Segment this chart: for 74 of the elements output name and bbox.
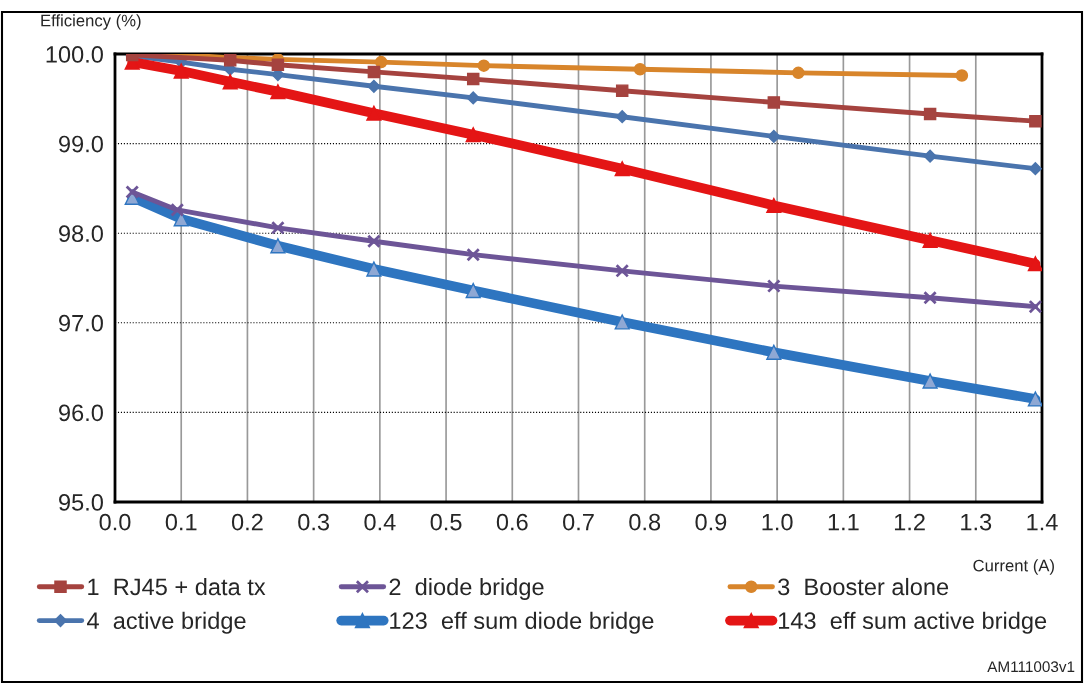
- point: [615, 110, 629, 124]
- point: [366, 261, 382, 277]
- x-tick-label: 0.7: [563, 513, 594, 531]
- x-tick-label: 1.0: [762, 513, 793, 531]
- y-tick-label: 95.0: [59, 494, 103, 511]
- x-tick-label: 0.2: [231, 513, 263, 531]
- point: [477, 59, 491, 72]
- x-tick-label: 0.4: [364, 513, 396, 531]
- point: [922, 373, 938, 389]
- point: [614, 314, 630, 330]
- point: [374, 55, 388, 69]
- legend-label: 123 eff sum diode bridge: [390, 611, 654, 634]
- point: [766, 197, 782, 214]
- point: [173, 63, 189, 79]
- point: [125, 185, 140, 199]
- point: [270, 220, 285, 235]
- point: [1028, 162, 1042, 176]
- legend-label: 1 RJ45 + data tx: [88, 577, 266, 596]
- point: [270, 238, 286, 254]
- point: [767, 96, 781, 109]
- point: [270, 83, 286, 100]
- x-tick-label: 1.1: [828, 513, 859, 531]
- point: [1027, 391, 1042, 407]
- y-axis-title: Efficiency (%): [41, 14, 141, 30]
- point: [465, 282, 481, 299]
- point: [766, 344, 782, 361]
- point: [615, 263, 630, 278]
- x-tick-label: 0.9: [695, 513, 727, 531]
- x-tick-label: 1.4: [1027, 513, 1058, 531]
- x-tick-label: 1.3: [961, 513, 992, 531]
- y-tick-label: 97.0: [59, 314, 103, 332]
- point: [366, 105, 382, 121]
- point: [614, 161, 630, 177]
- point: [955, 69, 969, 82]
- point: [466, 247, 481, 262]
- point: [466, 72, 480, 86]
- x-tick-label: 0.6: [496, 513, 528, 531]
- x-tick-label: 0.0: [99, 513, 131, 531]
- point: [923, 149, 937, 163]
- legend-label: 2 diode bridge: [389, 577, 544, 600]
- y-tick-label: 99.0: [59, 135, 103, 153]
- y-tick-label: 96.0: [59, 404, 103, 422]
- point: [792, 66, 805, 80]
- point: [1029, 114, 1042, 128]
- y-tick-label: 100.0: [46, 46, 103, 63]
- point: [466, 91, 480, 105]
- point: [222, 74, 238, 90]
- legend-label: 4 active bridge: [87, 611, 246, 634]
- x-tick-label: 0.3: [298, 513, 330, 531]
- legend-label: 143 eff sum active bridge: [779, 611, 1047, 634]
- point: [923, 290, 938, 305]
- point: [367, 65, 381, 79]
- point: [767, 129, 781, 144]
- point: [1027, 256, 1042, 272]
- point: [367, 79, 381, 93]
- y-tick-label: 98.0: [59, 225, 103, 242]
- point: [1028, 299, 1042, 314]
- x-axis-title: Current (A): [973, 559, 1054, 575]
- text: AM111003v1: [987, 661, 1075, 673]
- point: [170, 202, 185, 217]
- point: [766, 279, 781, 294]
- x-tick-label: 1.2: [894, 513, 925, 531]
- point: [366, 234, 381, 249]
- point: [173, 211, 189, 227]
- point: [271, 58, 285, 72]
- x-tick-label: 0.1: [165, 513, 197, 531]
- point: [615, 84, 629, 97]
- x-tick-label: 0.5: [430, 513, 462, 531]
- legend-label: 3 Booster alone: [778, 577, 949, 596]
- point: [633, 62, 647, 76]
- point: [922, 232, 938, 249]
- point: [465, 127, 481, 143]
- x-tick-label: 0.8: [629, 513, 661, 531]
- point: [923, 107, 937, 121]
